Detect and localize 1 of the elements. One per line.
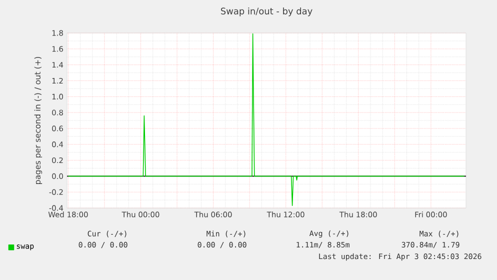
chart-title: Swap in/out - by day — [220, 8, 312, 16]
